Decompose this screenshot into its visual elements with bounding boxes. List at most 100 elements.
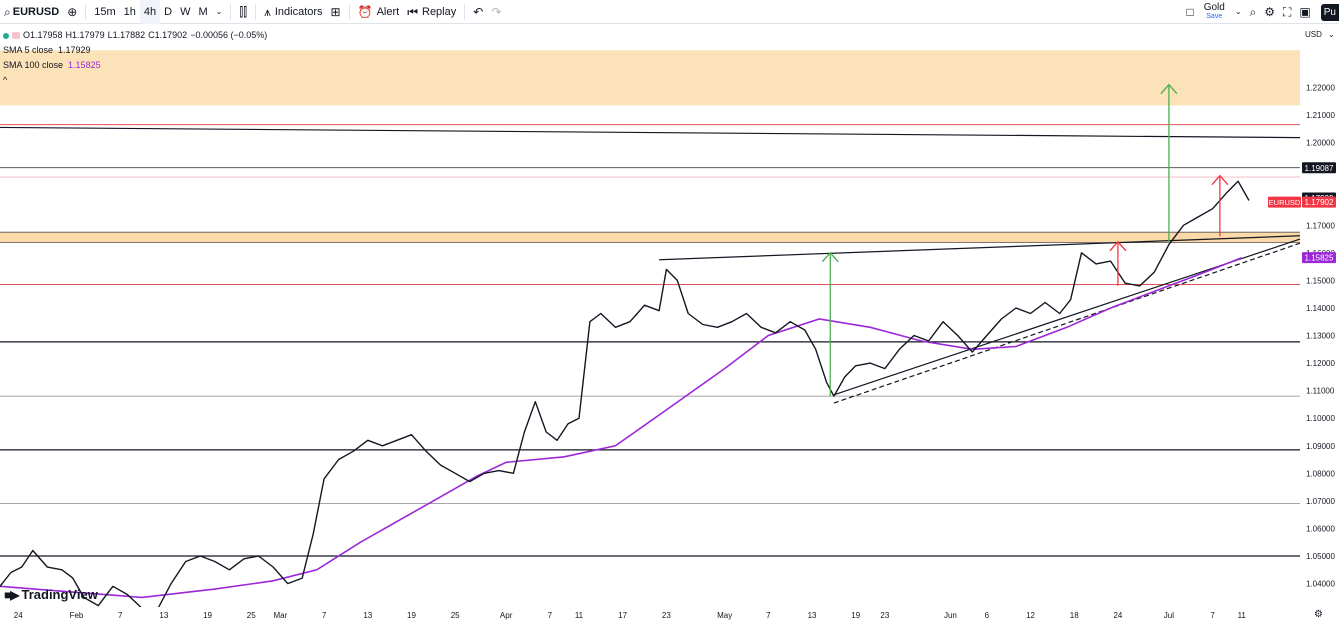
symbol-tag-label: EURUSD [1269, 198, 1301, 207]
levels-layer [0, 124, 1300, 557]
y-tick-label: 1.04000 [1306, 580, 1335, 589]
interval-15m[interactable]: 15m [90, 0, 119, 24]
symbol-name: EURUSD [12, 5, 60, 18]
templates-button[interactable]: ⊞ [327, 0, 345, 24]
chevron-down-icon: ⌄ [215, 6, 223, 16]
top-toolbar: ⌕ EURUSD ⊕ 15m 1h 4h D W M ⌄ ⫿⫿ ⩚ Indica… [0, 0, 1339, 24]
x-tick-label: 17 [618, 611, 627, 620]
x-tick-label: 24 [14, 611, 23, 620]
y-tick-label: 1.15000 [1306, 276, 1335, 285]
indicators-label: Indicators [274, 5, 323, 18]
undo-icon: ↶ [473, 4, 484, 19]
toolbar-divider [230, 3, 232, 20]
tradingview-logo: ■▶ TradingView [4, 587, 98, 602]
level-badge-label: 1.19087 [1305, 164, 1334, 173]
legend-collapse-button[interactable]: ^ [3, 75, 8, 85]
layout-dropdown[interactable]: ⌄ [1231, 0, 1246, 24]
y-tick-label: 1.12000 [1306, 359, 1335, 368]
x-tick-label: 6 [985, 611, 990, 620]
x-tick-label: 13 [808, 611, 817, 620]
price-axis-background [1300, 24, 1339, 607]
sma100-badge [1302, 252, 1336, 264]
layout-save-status: Save [1206, 13, 1223, 20]
x-tick-label: 24 [1113, 611, 1122, 620]
square-icon: □ [1186, 5, 1194, 19]
symbol-search[interactable]: ⌕ EURUSD [0, 0, 63, 24]
currency-label[interactable]: USD [1305, 30, 1322, 39]
layout-name-button[interactable]: Gold Save [1204, 3, 1225, 21]
replay-icon: ⏮ [407, 4, 418, 19]
x-tick-label: 25 [451, 611, 460, 620]
quick-search-button[interactable]: ⌕ [1246, 0, 1261, 24]
x-tick-label: 18 [1070, 611, 1079, 620]
settings-button[interactable]: ⚙ [1260, 0, 1279, 24]
toolbar-right: □ Gold Save ⌄ ⌕ ⚙ ⛶ ▣ Pu [1182, 0, 1339, 24]
y-tick-label: 1.11000 [1306, 387, 1335, 396]
compare-symbol-button[interactable]: ⊕ [63, 0, 81, 24]
chevron-down-icon: ⌄ [1234, 7, 1242, 16]
replay-button[interactable]: ⏮ Replay [403, 0, 460, 24]
interval-m[interactable]: M [195, 0, 212, 24]
arrow-head [821, 251, 839, 263]
sma5-value: 1.17929 [58, 45, 91, 55]
publish-button[interactable]: Pu [1320, 3, 1339, 21]
y-tick-label: 1.07000 [1306, 497, 1335, 506]
sma100-label: SMA 100 close [3, 60, 64, 70]
interval-4h[interactable]: 4h [139, 0, 161, 24]
x-tick-label: 7 [118, 611, 123, 620]
trendlines-layer [0, 126, 1301, 404]
layout-toggle-button[interactable]: □ [1182, 0, 1197, 24]
x-tick-label: 19 [203, 611, 212, 620]
price-axis: 1.04000 1.05000 1.06000 1.07000 1.08000 1.090… [1300, 24, 1339, 607]
x-tick-label: 7 [548, 611, 553, 620]
arrow-head [1109, 240, 1127, 252]
toolbar-divider [85, 3, 87, 20]
x-tick-label: 7 [1210, 611, 1215, 620]
replay-label: Replay [422, 5, 457, 18]
x-tick-label: 7 [766, 611, 771, 620]
toolbar-divider [255, 3, 257, 20]
chevron-down-icon[interactable]: ⌄ [1328, 30, 1335, 39]
search-icon: ⌕ [4, 4, 11, 19]
y-tick-label: 1.20000 [1306, 139, 1335, 148]
interval-15m-label: 15m [94, 5, 116, 18]
toolbar-divider [348, 3, 350, 20]
highlight-zone [0, 232, 1300, 243]
sma5-legend-row[interactable]: SMA 5 close 1.17929 [0, 43, 270, 58]
interval-m-label: M [198, 5, 208, 18]
last-price-badge-label: 1.17902 [1305, 198, 1334, 207]
dashed-trend-line [833, 242, 1301, 404]
fullscreen-button[interactable]: ⛶ [1279, 0, 1295, 24]
toolbar-divider [464, 3, 466, 20]
ohlc-low: L1.17882 [107, 30, 146, 40]
x-tick-label: Apr [500, 611, 513, 620]
undo-button[interactable]: ↶ [469, 0, 487, 24]
camera-icon: ▣ [1299, 5, 1311, 19]
gear-icon: ⚙ [1264, 5, 1276, 19]
interval-dropdown[interactable]: ⌄ [212, 0, 227, 24]
y-tick-label: 1.06000 [1306, 524, 1335, 533]
x-tick-label: 7 [322, 611, 327, 620]
sma100-legend-row[interactable]: SMA 100 close 1.15825 [0, 58, 270, 73]
chart-type-button[interactable]: ⫿⫿ [235, 0, 251, 24]
arrows-layer [821, 83, 1229, 397]
y-tick-label: 1.08000 [1306, 469, 1335, 478]
alert-button[interactable]: ⏰ Alert [354, 0, 404, 24]
ohlc-close: C1.17902 [148, 30, 188, 40]
fullscreen-icon: ⛶ [1283, 5, 1292, 19]
x-tick-label: 23 [662, 611, 671, 620]
series-toggle-icon[interactable] [12, 32, 20, 39]
interval-d[interactable]: D [160, 0, 176, 24]
time-axis-background [0, 607, 1339, 622]
time-axis-settings-icon[interactable]: ⚙ [1314, 609, 1323, 620]
interval-1h[interactable]: 1h [120, 0, 140, 24]
interval-w[interactable]: W [176, 0, 194, 24]
trend-line [659, 235, 1301, 261]
indicators-button[interactable]: ⩚ Indicators [260, 0, 326, 24]
x-tick-label: 11 [1238, 611, 1247, 620]
x-tick-label: 13 [363, 611, 372, 620]
snapshot-button[interactable]: ▣ [1295, 0, 1314, 24]
redo-button[interactable]: ↷ [487, 0, 505, 24]
alert-label: Alert [376, 5, 400, 18]
